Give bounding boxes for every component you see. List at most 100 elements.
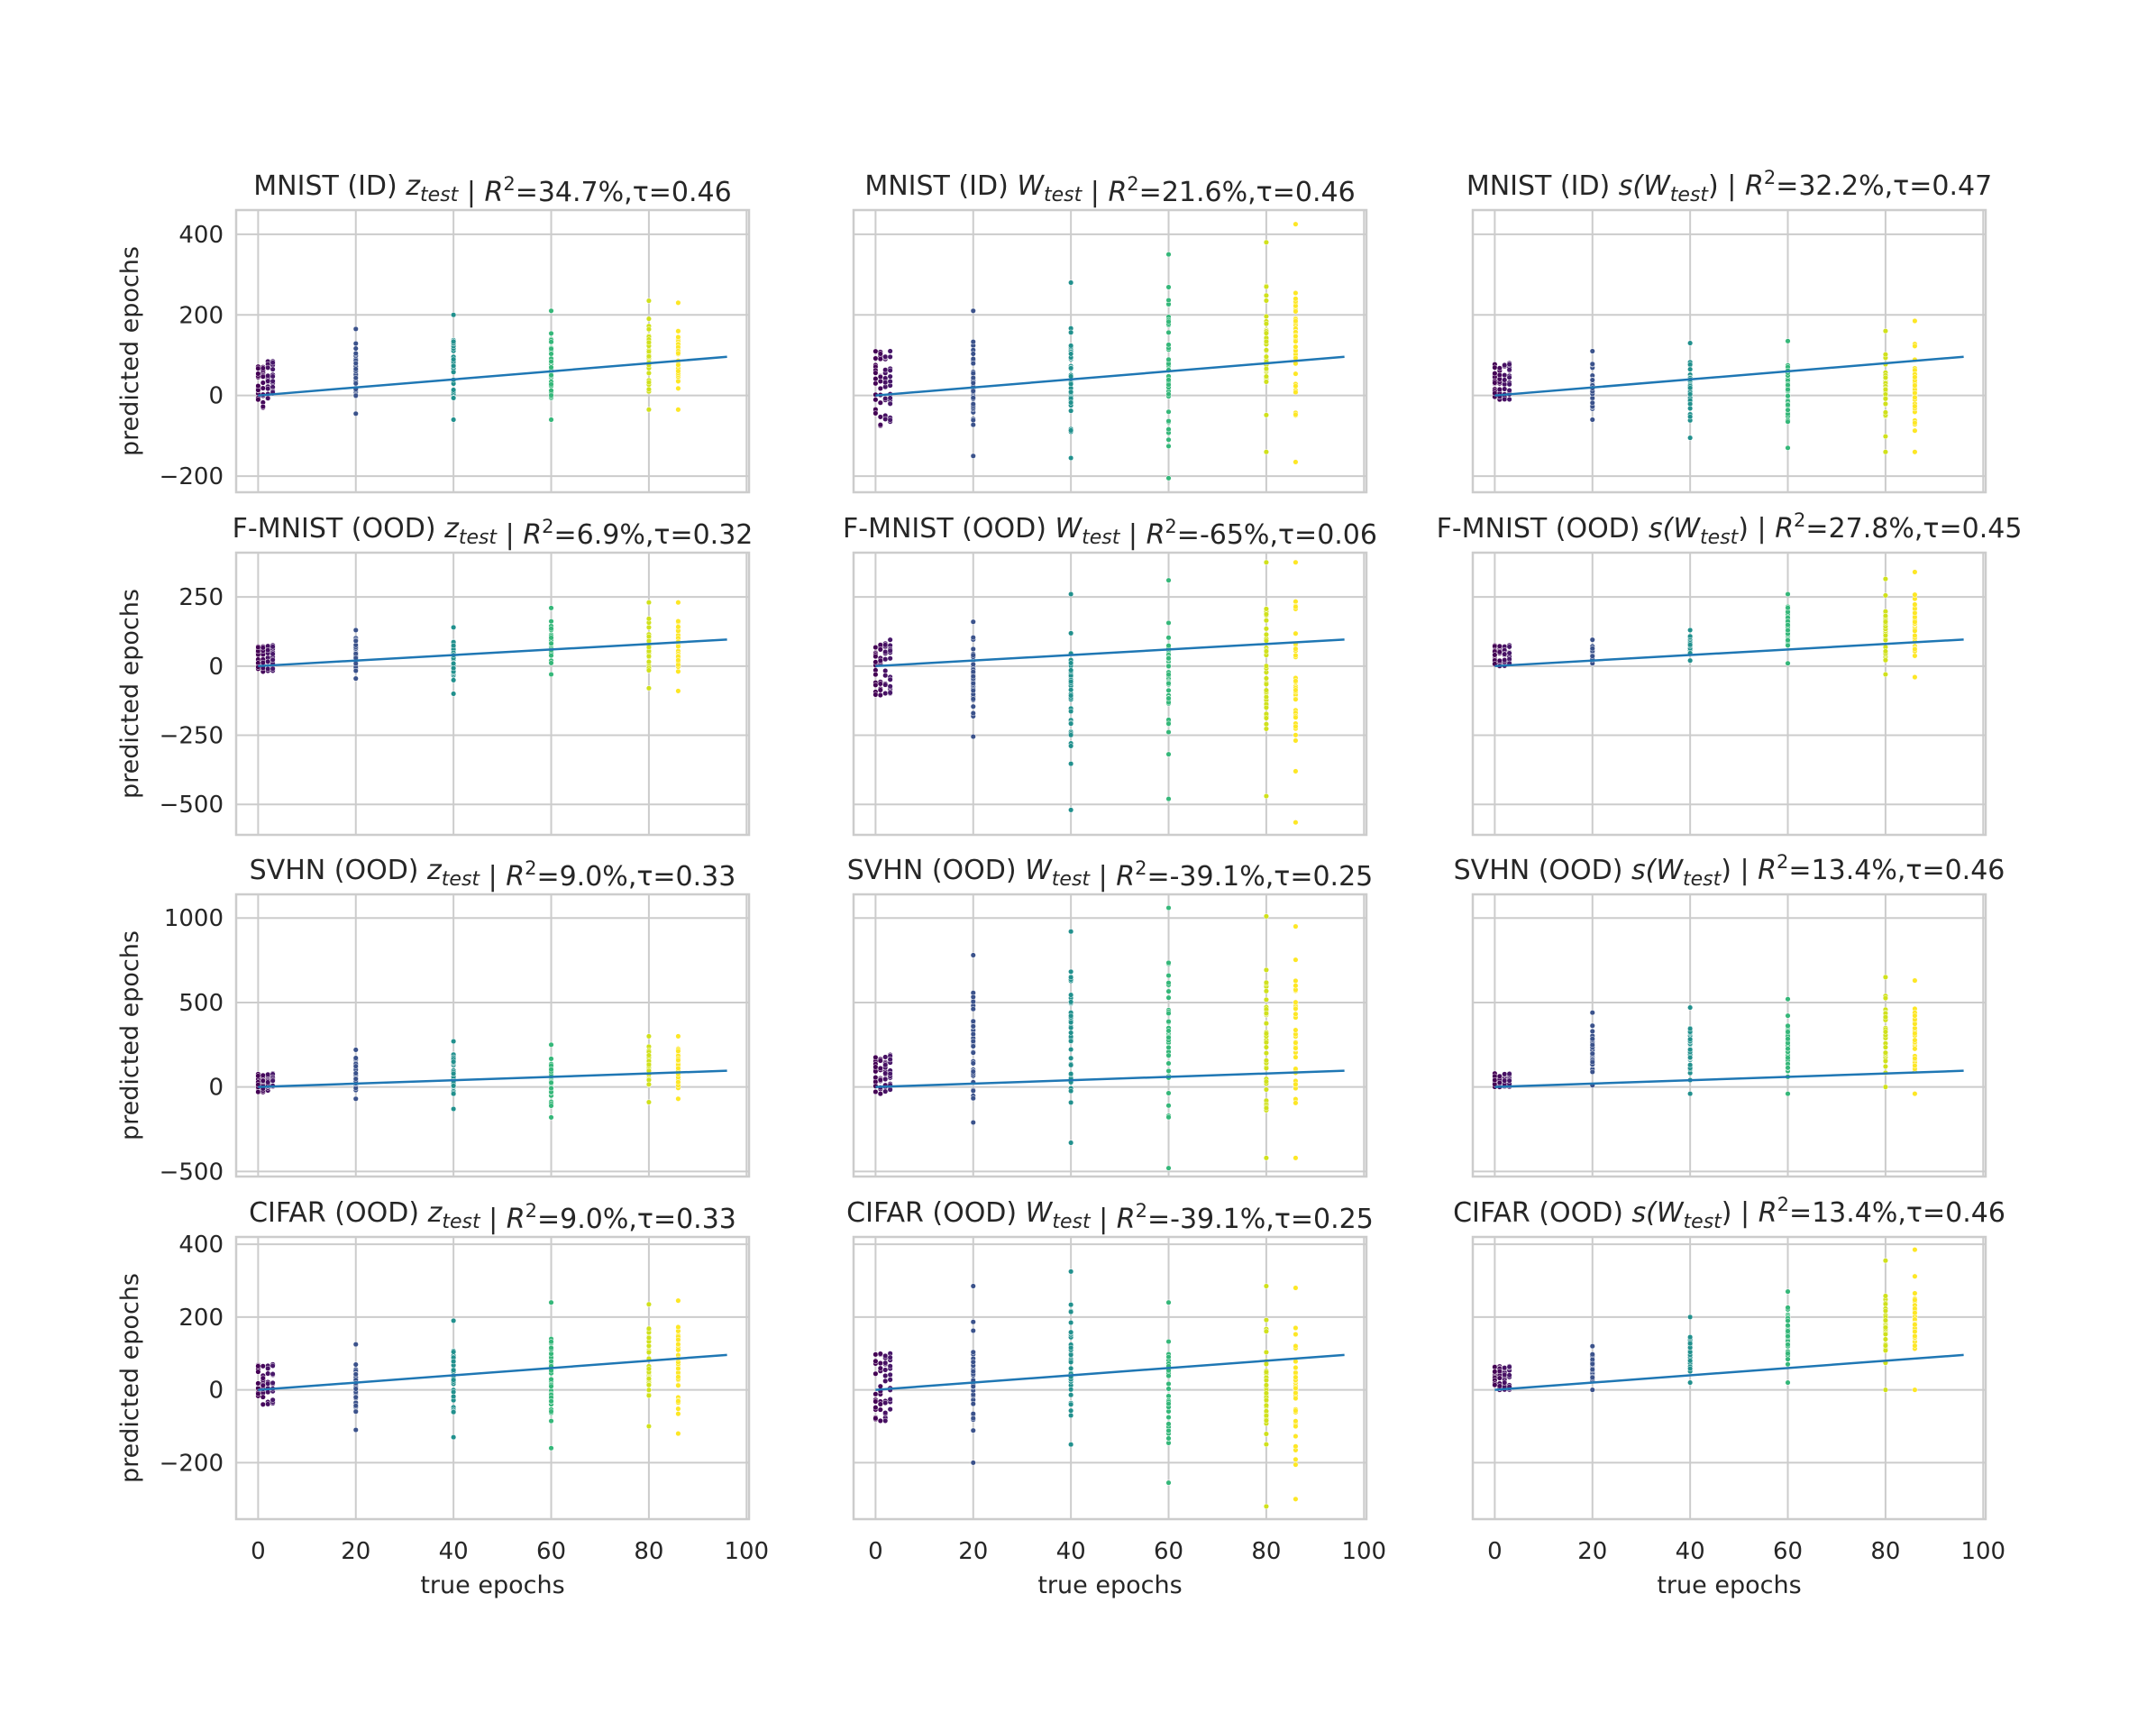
title-r: R (523, 519, 542, 551)
data-point (887, 637, 893, 643)
data-point (1293, 983, 1299, 989)
data-point (970, 1319, 976, 1325)
data-point (1263, 1417, 1269, 1424)
data-point (887, 676, 893, 682)
data-point (1165, 408, 1172, 415)
title-eq: = (1805, 513, 1828, 545)
data-point (451, 1091, 457, 1097)
data-point (1263, 681, 1269, 687)
data-point (1293, 1027, 1299, 1033)
data-point (451, 1409, 457, 1415)
data-point (882, 380, 889, 386)
data-point (645, 1376, 652, 1382)
data-point (1263, 1010, 1269, 1017)
data-point (970, 1095, 976, 1102)
data-point (265, 658, 271, 664)
data-point (1912, 601, 1918, 608)
data-point (970, 1119, 976, 1126)
data-point (255, 644, 261, 651)
data-point (970, 661, 976, 667)
data-point (645, 633, 652, 640)
data-point (1263, 694, 1269, 701)
data-point (1068, 1392, 1074, 1398)
data-point (1687, 1036, 1694, 1042)
data-point (1496, 657, 1503, 664)
data-point (970, 1068, 976, 1075)
data-point (675, 600, 681, 606)
data-point (451, 677, 457, 683)
data-point (1293, 1385, 1299, 1391)
subplot-title: F-MNIST (OOD) ztest | R2=6.9%,τ=0.32 (233, 513, 754, 551)
data-point (1263, 1413, 1269, 1419)
data-point (1912, 674, 1918, 681)
title-r2: 9.0% (560, 1204, 628, 1235)
data-point (1068, 660, 1074, 666)
data-point (1165, 1380, 1172, 1388)
data-point (1785, 1328, 1791, 1334)
data-point (645, 339, 652, 345)
title-dataset: CIFAR (OOD) (1453, 1197, 1631, 1229)
data-point (872, 1405, 879, 1411)
data-point (970, 1049, 976, 1056)
data-point (1785, 1065, 1791, 1071)
data-point (1068, 1359, 1074, 1365)
data-point (1785, 1305, 1791, 1311)
data-point (1589, 1366, 1595, 1373)
data-point (1293, 343, 1299, 350)
data-point (1068, 807, 1074, 813)
data-point (1912, 1012, 1918, 1019)
data-point (1785, 418, 1791, 425)
data-point (1068, 279, 1074, 286)
title-subscript: test (1052, 868, 1092, 891)
data-point (1165, 643, 1172, 649)
data-point (352, 345, 359, 352)
data-point (1687, 657, 1694, 664)
y-axis-label: predicted epochs (116, 1273, 144, 1483)
data-point (1263, 721, 1269, 728)
subplot-title: MNIST (ID) Wtest | R2=21.6%,τ=0.46 (864, 170, 1355, 208)
data-point (1502, 657, 1508, 664)
title-sup: 2 (525, 857, 536, 879)
subplot-title: CIFAR (OOD) Wtest | R2=-39.1%,τ=0.25 (846, 1197, 1374, 1235)
data-point (1492, 1364, 1498, 1370)
data-point (548, 381, 554, 388)
data-point (451, 665, 457, 672)
data-point (872, 691, 879, 698)
data-point (970, 1415, 976, 1422)
data-point (645, 1392, 652, 1398)
data-point (451, 1070, 457, 1076)
data-point (1165, 1090, 1172, 1096)
data-point (260, 1401, 266, 1407)
data-point (1882, 657, 1888, 664)
data-point (352, 1063, 359, 1069)
x-tick-label: 20 (958, 1538, 988, 1565)
x-tick-label: 100 (724, 1538, 769, 1565)
data-point (1263, 996, 1269, 1003)
data-point (1293, 957, 1299, 963)
data-point (645, 316, 652, 322)
data-point (1263, 631, 1269, 637)
data-point (1882, 328, 1888, 334)
data-point (1263, 1050, 1269, 1057)
data-point (1165, 1010, 1172, 1017)
data-point (970, 1038, 976, 1044)
data-point (260, 380, 266, 386)
title-subscript: test (1044, 184, 1083, 206)
data-point (1068, 454, 1074, 462)
data-point (1263, 966, 1269, 973)
data-point (1912, 1046, 1918, 1052)
data-point (1068, 399, 1074, 406)
data-point (1496, 1375, 1503, 1381)
data-point (1785, 1342, 1791, 1348)
data-point (1502, 1071, 1508, 1077)
data-point (255, 371, 261, 377)
data-point (1912, 591, 1918, 598)
y-tick-label: 1000 (164, 905, 224, 932)
data-point (1589, 1028, 1595, 1034)
data-point (872, 355, 879, 362)
data-point (548, 351, 554, 357)
data-point (1293, 652, 1299, 659)
data-point (877, 1058, 883, 1064)
data-point (1492, 371, 1498, 377)
data-point (1496, 1079, 1503, 1086)
